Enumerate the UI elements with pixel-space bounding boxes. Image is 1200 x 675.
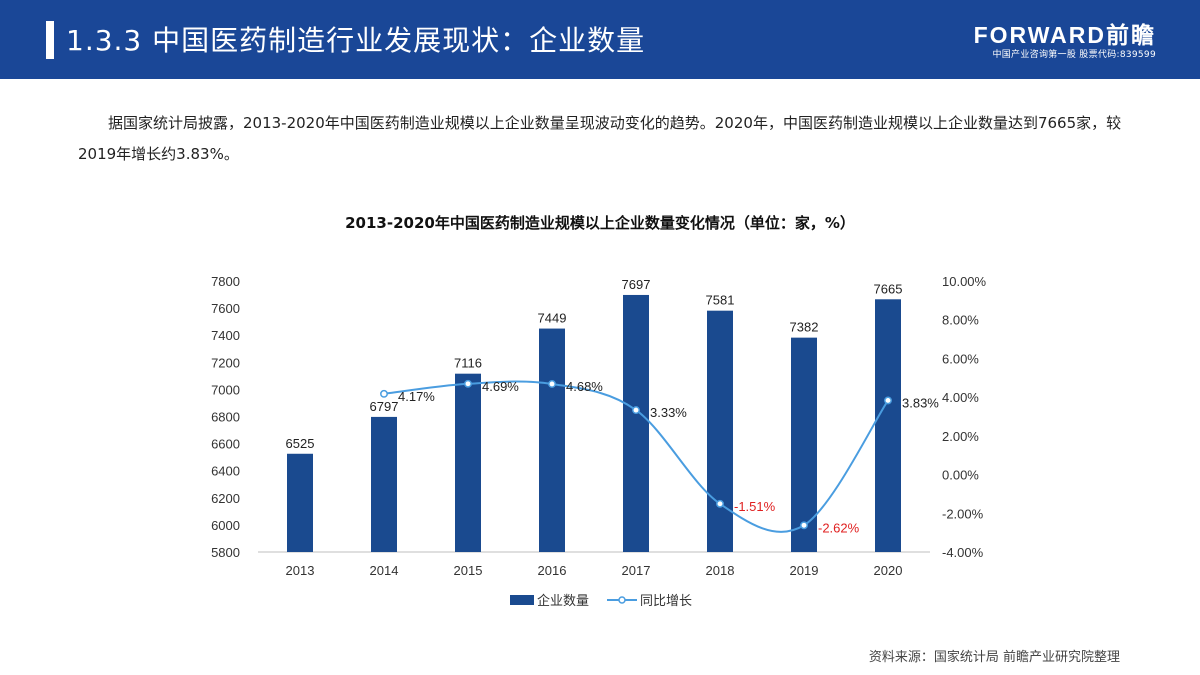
y-right-tick-label: -2.00% (942, 506, 984, 521)
source-note: 资料来源：国家统计局 前瞻产业研究院整理 (868, 650, 1120, 665)
legend-label-bar: 企业数量 (537, 593, 589, 609)
x-tick-label: 2015 (454, 563, 483, 578)
bar-value-label: 6525 (286, 436, 315, 451)
intro-paragraph: 据国家统计局披露，2013-2020年中国医药制造业规模以上企业数量呈现波动变化… (78, 114, 1122, 163)
y-left-tick-label: 6200 (211, 491, 240, 506)
y-right-tick-label: 4.00% (942, 390, 979, 405)
y-left-tick-label: 7000 (211, 382, 240, 397)
x-tick-label: 2018 (706, 563, 735, 578)
bar-企业数量 (287, 453, 313, 552)
chart-title: 2013-2020年中国医药制造业规模以上企业数量变化情况（单位：家，%） (345, 214, 855, 232)
y-right-tick-label: -4.00% (942, 545, 984, 560)
bar-value-label: 7697 (622, 277, 651, 292)
x-tick-label: 2016 (538, 563, 567, 578)
y-right-tick-label: 8.00% (942, 313, 979, 328)
page-title: 1.3.3 中国医药制造行业发展现状：企业数量 (66, 24, 646, 57)
x-tick-label: 2013 (286, 563, 315, 578)
line-value-label: 3.33% (650, 405, 687, 420)
bar-企业数量 (623, 294, 649, 552)
bar-企业数量 (539, 328, 565, 552)
x-tick-label: 2014 (370, 563, 399, 578)
bar-value-label: 7382 (790, 320, 819, 335)
line-point (548, 380, 556, 388)
y-left-tick-label: 5800 (211, 545, 240, 560)
x-tick-label: 2020 (874, 563, 903, 578)
line-value-label: 4.69% (482, 379, 519, 394)
y-right-tick-label: 2.00% (942, 429, 979, 444)
legend-swatch-bar (510, 595, 534, 605)
y-right-tick-label: 10.00% (942, 274, 987, 289)
line-point (716, 499, 724, 508)
bar-企业数量 (707, 310, 733, 552)
header-bar: 1.3.3 中国医药制造行业发展现状：企业数量 FORWARD前瞻 中国产业咨询… (0, 0, 1200, 79)
brand-logo: FORWARD前瞻 中国产业咨询第一股 股票代码:839599 (974, 22, 1156, 62)
line-point (632, 406, 640, 415)
legend-marker-line (618, 596, 626, 604)
y-right-tick-label: 6.00% (942, 351, 979, 366)
y-right-tick-label: 0.00% (942, 468, 979, 483)
bar-value-label: 7116 (454, 356, 482, 371)
line-value-label: 3.83% (902, 395, 939, 410)
y-left-tick-label: 6800 (211, 410, 240, 425)
bar-value-label: 7581 (706, 293, 735, 308)
line-point (464, 379, 472, 388)
bar-企业数量 (371, 416, 397, 552)
line-value-label: -1.51% (734, 499, 776, 514)
title-accent-bar (46, 21, 54, 59)
x-tick-label: 2019 (790, 563, 819, 578)
x-tick-label: 2017 (622, 563, 651, 578)
bar-企业数量 (791, 337, 817, 552)
y-left-tick-label: 6600 (211, 437, 240, 452)
line-point (884, 396, 892, 405)
line-value-label: 4.17% (398, 389, 435, 404)
line-value-label: 4.68% (566, 379, 603, 394)
bar-企业数量 (875, 299, 901, 552)
y-left-tick-label: 7400 (211, 328, 240, 343)
line-value-label: -2.62% (818, 520, 860, 535)
y-left-tick-label: 7800 (211, 274, 240, 289)
y-left-tick-label: 6400 (211, 464, 240, 479)
legend-label-line: 同比增长 (640, 594, 692, 609)
line-point (380, 389, 388, 398)
y-left-tick-label: 7600 (211, 301, 240, 316)
brand-subtitle: 中国产业咨询第一股 股票代码:839599 (992, 50, 1156, 60)
bar-企业数量 (455, 373, 481, 552)
y-left-tick-label: 7200 (211, 355, 240, 370)
bar-value-label: 7449 (538, 311, 567, 326)
y-left-tick-label: 6000 (211, 518, 240, 533)
bar-value-label: 7665 (874, 281, 903, 296)
line-point (800, 521, 808, 530)
brand-name: FORWARD前瞻 (973, 22, 1156, 48)
bar-value-label: 6797 (370, 399, 399, 414)
